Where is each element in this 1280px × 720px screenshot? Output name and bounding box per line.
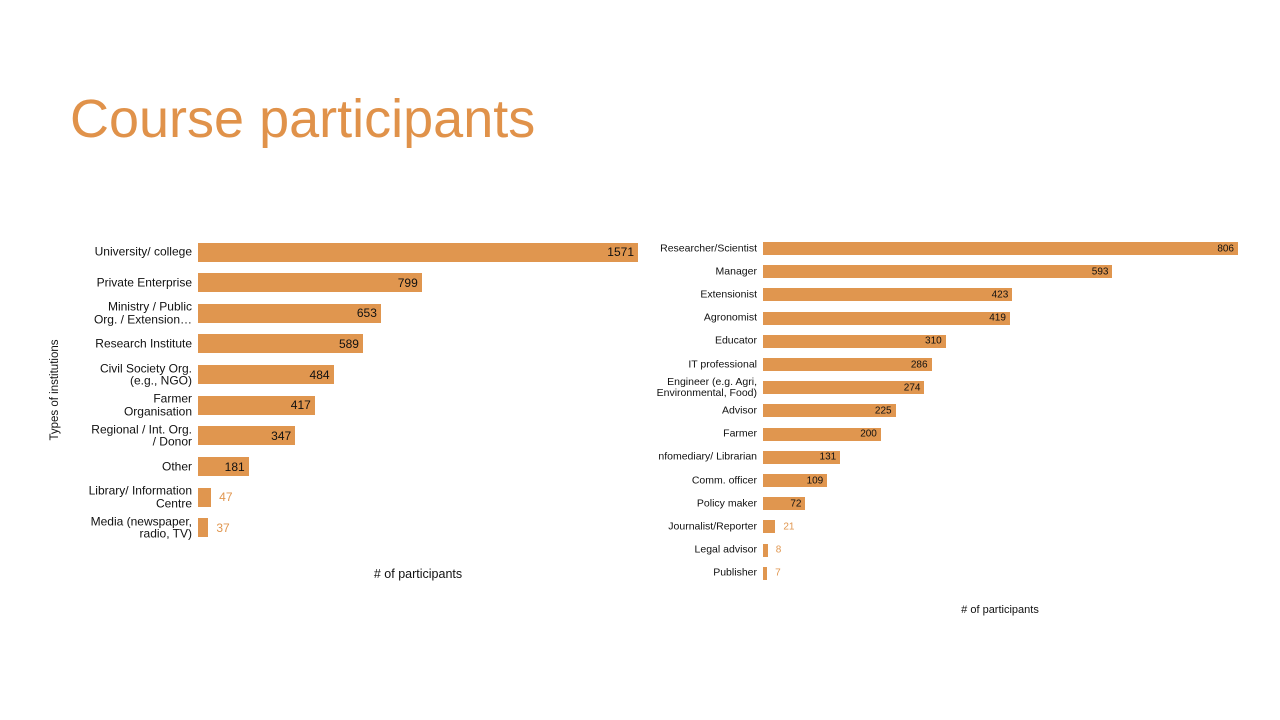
- bar: [198, 365, 334, 385]
- value-label: 181: [224, 459, 245, 474]
- category-label: Policy maker: [696, 497, 757, 510]
- bar: [763, 288, 1013, 302]
- category-label: Library/ Information Centre: [88, 483, 192, 511]
- bar: [763, 427, 881, 441]
- category-label: IT professional: [688, 357, 757, 370]
- value-label: 347: [271, 428, 292, 443]
- bar: [763, 334, 946, 348]
- bar: [198, 395, 315, 415]
- category-label: Regional / Int. Org. / Donor: [91, 422, 192, 449]
- value-label: 7: [775, 567, 781, 579]
- value-label: 286: [910, 359, 928, 370]
- bar: [198, 518, 209, 538]
- category-label: Ministry / Public Org. / Extension…: [93, 299, 192, 327]
- category-label: Legal advisor: [694, 543, 757, 556]
- category-label: Agronomist: [703, 311, 757, 324]
- bar: [198, 457, 249, 477]
- category-label: University/ college: [94, 244, 192, 259]
- bar: [763, 311, 1010, 325]
- category-label: Journalist/Reporter: [668, 520, 757, 533]
- value-label: 799: [397, 275, 418, 290]
- y-axis-label: Types of institutions: [49, 339, 61, 441]
- bar: [198, 426, 296, 446]
- bar: [763, 497, 806, 511]
- category-label: Other: [161, 459, 192, 474]
- value-label: 21: [783, 521, 795, 533]
- bar: [763, 265, 1113, 279]
- category-label: Farmer: [723, 427, 757, 440]
- category-label: Advisor: [721, 404, 757, 417]
- value-label: 72: [790, 498, 802, 510]
- value-label: 131: [819, 451, 837, 463]
- bar: [198, 334, 363, 354]
- bar: [198, 303, 381, 323]
- x-axis-label: # of participants: [961, 604, 1039, 616]
- value-label: 310: [925, 335, 942, 347]
- category-label: Publisher: [713, 566, 757, 579]
- category-label: Private Enterprise: [96, 275, 192, 290]
- value-label: 589: [338, 336, 359, 351]
- value-label: 419: [989, 312, 1006, 324]
- bar: [763, 242, 1238, 255]
- x-axis-label: # of participants: [373, 567, 463, 581]
- bar: [763, 566, 768, 580]
- slide-title: Course participants: [70, 89, 536, 149]
- category-label: Media (newspaper, radio, TV): [90, 514, 192, 541]
- value-label: 8: [775, 544, 782, 556]
- category-label: Civil Society Org. (e.g., NGO): [99, 361, 192, 388]
- category-label: nfomediary/ Librarian: [658, 450, 757, 463]
- bar: [763, 381, 925, 395]
- value-label: 423: [991, 289, 1009, 301]
- category-label: Manager: [715, 265, 757, 278]
- value-label: 109: [806, 475, 824, 486]
- bar: [763, 474, 828, 487]
- value-label: 274: [903, 382, 921, 394]
- category-label: Farmer Organisation: [123, 391, 192, 419]
- value-label: 225: [874, 405, 892, 417]
- value-label: 37: [216, 520, 230, 535]
- bar: [763, 520, 776, 534]
- bar: [198, 487, 212, 507]
- value-label: 1571: [607, 245, 634, 259]
- value-label: 417: [290, 398, 311, 413]
- category-label: Comm. officer: [691, 473, 757, 486]
- bar: [763, 404, 896, 418]
- bar: [198, 273, 422, 293]
- bar: [763, 543, 768, 557]
- value-label: 47: [219, 490, 233, 505]
- category-label: Educator: [714, 334, 757, 347]
- bar: [198, 242, 638, 262]
- value-label: 653: [356, 306, 377, 321]
- value-label: 806: [1217, 243, 1234, 254]
- bar: [763, 358, 932, 371]
- category-label: Research Institute: [95, 336, 192, 351]
- value-label: 593: [1091, 266, 1109, 278]
- category-label: Extensionist: [700, 288, 757, 301]
- category-label: Researcher/Scientist: [660, 241, 757, 254]
- value-label: 200: [860, 428, 877, 440]
- value-label: 484: [309, 367, 330, 382]
- bar: [763, 450, 841, 464]
- category-label: Engineer (e.g. Agri, Environmental, Food…: [656, 375, 757, 399]
